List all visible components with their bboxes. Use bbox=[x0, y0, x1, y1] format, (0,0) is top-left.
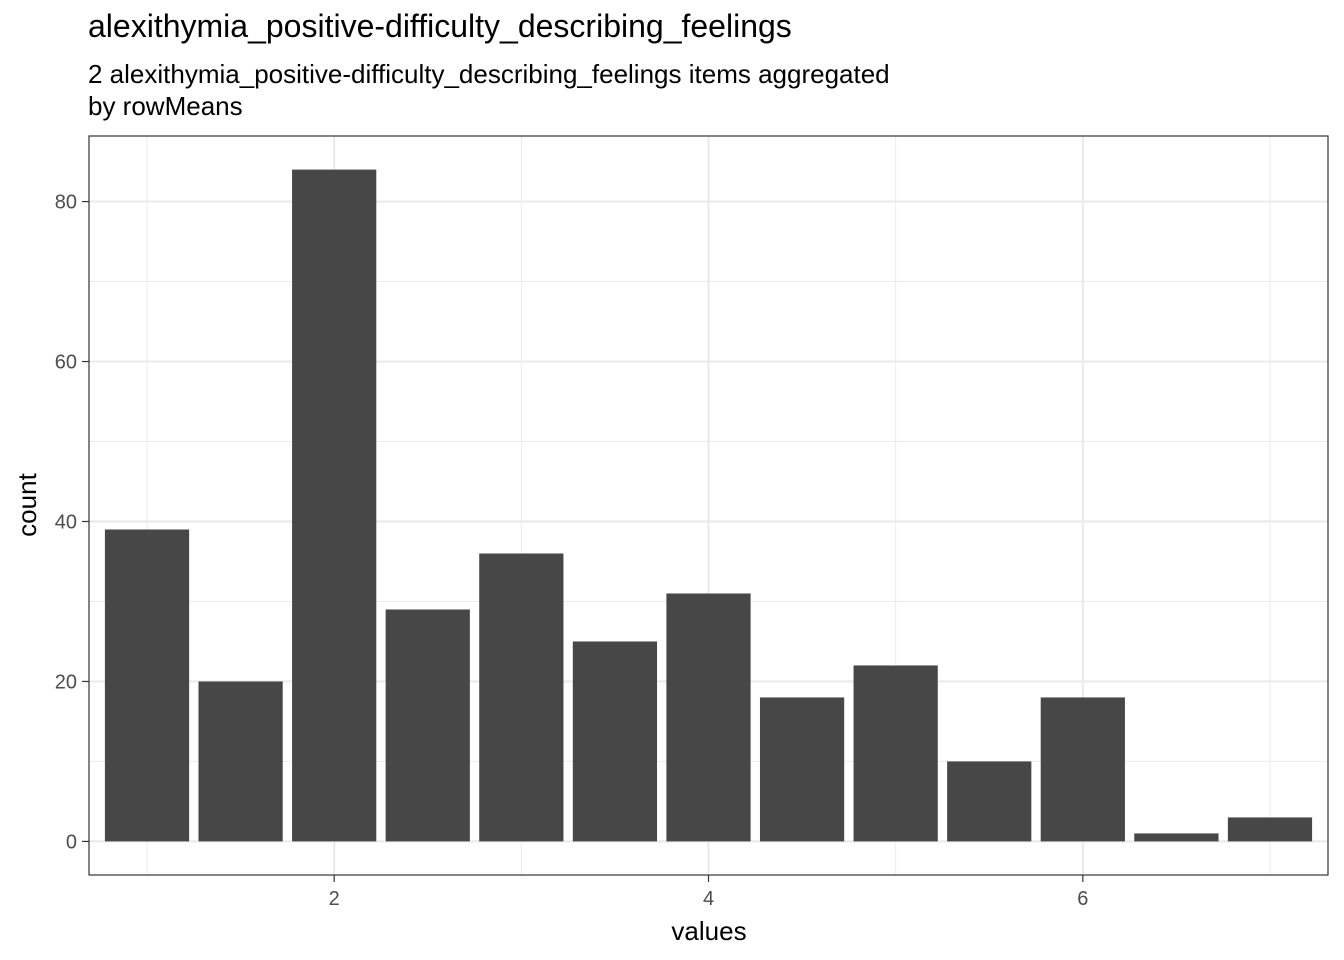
bar bbox=[104, 529, 190, 842]
bar bbox=[292, 169, 377, 842]
bar bbox=[947, 761, 1032, 842]
x-tick-label: 2 bbox=[329, 888, 340, 910]
x-tick-label: 6 bbox=[1077, 888, 1088, 910]
bar bbox=[479, 553, 564, 842]
x-tick-label: 4 bbox=[703, 888, 714, 910]
x-axis-label: values bbox=[671, 916, 746, 946]
x-axis: 2 4 6 bbox=[329, 875, 1088, 910]
y-tick-label: 40 bbox=[55, 511, 77, 533]
y-axis: 0 20 40 60 80 bbox=[55, 192, 89, 853]
y-tick-label: 80 bbox=[55, 192, 77, 214]
bar bbox=[666, 593, 751, 842]
bars bbox=[104, 169, 1313, 842]
bar bbox=[198, 681, 283, 842]
chart-title: alexithymia_positive-difficulty_describi… bbox=[88, 8, 792, 44]
y-tick-label: 20 bbox=[55, 671, 77, 693]
subtitle-line-2: by rowMeans bbox=[88, 91, 243, 121]
y-axis-label: count bbox=[12, 472, 42, 536]
chart-subtitle: 2 alexithymia_positive-difficulty_descri… bbox=[88, 58, 1188, 122]
subtitle-line-1: 2 alexithymia_positive-difficulty_descri… bbox=[88, 59, 890, 89]
bar bbox=[853, 665, 938, 842]
bar bbox=[572, 641, 658, 842]
y-tick-label: 60 bbox=[55, 352, 77, 374]
y-tick-label: 0 bbox=[66, 831, 77, 853]
bar bbox=[1040, 697, 1125, 842]
bar bbox=[1134, 833, 1219, 842]
bar bbox=[759, 697, 845, 842]
bar bbox=[385, 609, 470, 842]
bar bbox=[1227, 817, 1313, 842]
